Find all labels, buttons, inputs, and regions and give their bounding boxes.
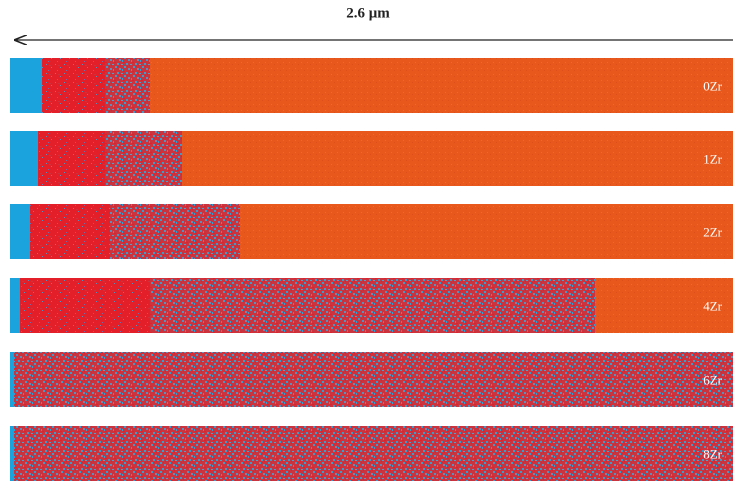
strip-label: 1Zr (703, 151, 722, 166)
strip-label: 6Zr (703, 372, 722, 387)
blue-region (10, 352, 14, 407)
strip-label: 4Zr (703, 298, 722, 313)
strip-label: 0Zr (703, 78, 722, 93)
blue-region (10, 426, 14, 481)
scale-label: 2.6 μm (346, 5, 390, 21)
strips: 0Zr 1Zr 2Zr 4Zr 6Zr 8Zr (10, 58, 733, 481)
mixed-region (10, 352, 733, 407)
blue-region (10, 58, 42, 113)
strip-label: 2Zr (703, 224, 722, 239)
figure: 2.6 μm 0Zr 1Zr 2Zr 4Zr 6Zr 8Zr (0, 0, 733, 484)
mixed-region (10, 426, 733, 481)
blue-region (10, 204, 30, 259)
red-region (10, 278, 150, 333)
blue-region (10, 278, 20, 333)
blue-region (10, 131, 38, 186)
strip-label: 8Zr (703, 446, 722, 461)
page: 2.6 μm 0Zr1Zr2Zr4Zr6Zr8Zr (() => { const… (0, 0, 733, 484)
